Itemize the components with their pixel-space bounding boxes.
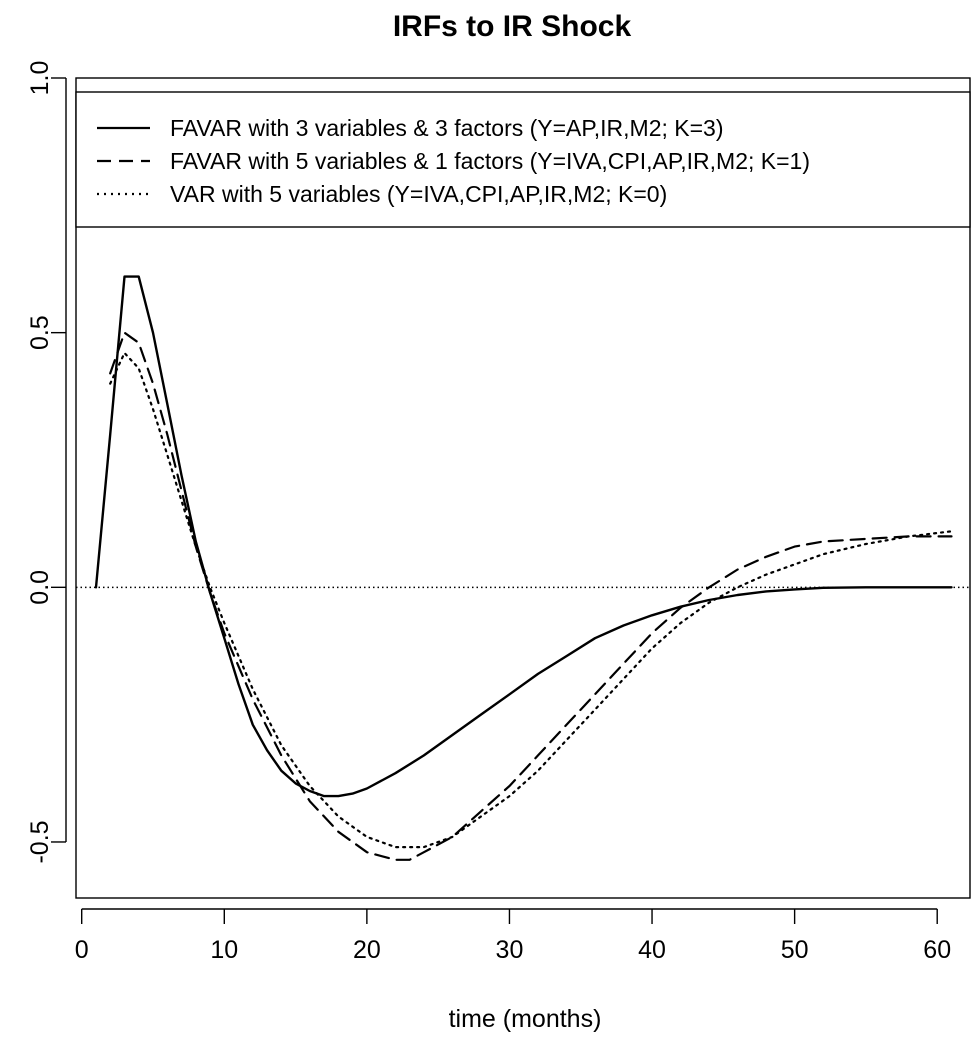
- x-tick-label: 30: [496, 936, 524, 964]
- x-tick-label: 20: [353, 936, 381, 964]
- legend: FAVAR with 3 variables & 3 factors (Y=AP…: [75, 91, 971, 228]
- legend-label: FAVAR with 5 variables & 1 factors (Y=IV…: [170, 148, 810, 174]
- plot-frame: [75, 77, 971, 899]
- x-tick-label: 60: [923, 936, 951, 964]
- y-tick-label: 1.0: [26, 61, 54, 96]
- y-tick-label: 0.0: [26, 570, 54, 605]
- series-layer: [94, 275, 953, 861]
- series-line-dotted: [109, 351, 953, 849]
- legend-box: [75, 91, 971, 228]
- x-tick-label: 0: [75, 936, 89, 964]
- x-tick-label: 10: [210, 936, 238, 964]
- legend-label: FAVAR with 3 variables & 3 factors (Y=AP…: [170, 115, 724, 141]
- x-tick-label: 40: [638, 936, 666, 964]
- series-line-dashed: [109, 331, 953, 861]
- y-tick-label: -0.5: [26, 820, 54, 863]
- x-axis: 0 10 20 30 40 50 60: [75, 908, 951, 964]
- x-tick-label: 50: [781, 936, 809, 964]
- legend-label: VAR with 5 variables (Y=IVA,CPI,AP,IR,M2…: [170, 181, 667, 207]
- series-line-solid: [94, 275, 953, 798]
- x-axis-label: time (months): [449, 1005, 602, 1033]
- y-tick-label: 0.5: [26, 315, 54, 350]
- y-axis: -0.5 0.0 0.5 1.0: [26, 61, 67, 864]
- chart-title: IRFs to IR Shock: [393, 10, 632, 43]
